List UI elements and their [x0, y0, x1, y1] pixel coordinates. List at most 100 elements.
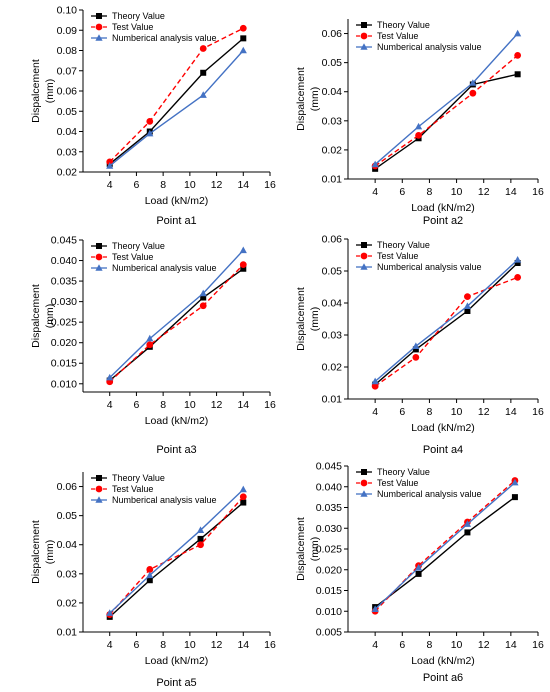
- data-point-test: [239, 261, 247, 269]
- data-point-test: [239, 24, 247, 32]
- data-point-numerical: [414, 563, 423, 571]
- data-point-numerical: [514, 256, 522, 263]
- y-tick-label: 0.01: [57, 627, 78, 639]
- data-point-test: [514, 274, 522, 281]
- legend-label: Theory Value: [377, 467, 430, 477]
- x-tick-label: 14: [505, 406, 517, 418]
- y-tick-label: 0.035: [51, 276, 77, 288]
- data-point-numerical: [412, 342, 420, 349]
- x-tick-label: 12: [478, 186, 490, 198]
- data-point-numerical: [371, 605, 379, 612]
- data-point-theory: [240, 499, 247, 506]
- x-tick-label: 4: [372, 186, 378, 198]
- data-point-numerical: [371, 160, 379, 168]
- series-line-test: [109, 496, 244, 616]
- series-line-test: [374, 54, 519, 167]
- x-tick-label: 16: [264, 399, 276, 411]
- legend-label: Theory Value: [112, 241, 165, 251]
- x-tick-label: 12: [211, 179, 223, 191]
- data-point-theory: [514, 71, 521, 78]
- x-tick-label: 10: [451, 639, 463, 651]
- x-tick-label: 8: [427, 186, 433, 198]
- legend-marker-test: [360, 479, 368, 487]
- data-point-numerical: [239, 485, 247, 493]
- x-tick-label: 14: [237, 639, 249, 651]
- data-point-test: [199, 302, 207, 310]
- legend-marker-test: [360, 252, 368, 260]
- chart-caption: Point a4: [423, 444, 463, 456]
- y-axis-title: Dispalcement (mm): [30, 284, 56, 348]
- y-tick-label: 0.010: [316, 606, 342, 618]
- series-line-theory: [374, 262, 519, 386]
- y-tick-label: 0.06: [322, 234, 343, 246]
- legend-label: Theory Value: [377, 240, 430, 250]
- y-tick-label: 0.020: [51, 337, 77, 349]
- data-point-numerical: [414, 122, 423, 130]
- chart-panel-4: 4 6 8 10 12 14 16 0.01 0.02 0.03 0.04 0.05 0.06 Load …: [295, 234, 544, 457]
- y-axis-title-line: Dispalcement: [30, 59, 42, 123]
- y-tick-label: 0.030: [316, 523, 342, 535]
- chart-caption: Point a3: [156, 444, 196, 456]
- data-point-numerical: [511, 478, 519, 486]
- x-axis-title: Load (kN/m2): [145, 195, 209, 207]
- series-line-test: [109, 27, 244, 163]
- y-tick-label: 0.07: [57, 65, 78, 77]
- x-tick-label: 14: [505, 639, 517, 651]
- y-tick-label: 0.01: [322, 174, 343, 186]
- legend-label: Theory Value: [112, 473, 165, 483]
- legend-marker-theory: [361, 242, 367, 248]
- chart-caption: Point a2: [423, 215, 463, 227]
- x-tick-label: 4: [107, 639, 113, 651]
- y-tick-label: 0.06: [322, 28, 343, 40]
- series-line-theory: [109, 502, 244, 618]
- y-tick-label: 0.035: [316, 502, 342, 514]
- data-point-test: [239, 493, 247, 501]
- data-point-test: [415, 131, 422, 139]
- x-tick-label: 16: [264, 179, 276, 191]
- x-tick-label: 12: [211, 639, 223, 651]
- x-tick-label: 6: [134, 179, 140, 191]
- data-point-numerical: [106, 373, 114, 381]
- y-tick-label: 0.045: [51, 235, 77, 247]
- data-point-numerical: [239, 46, 247, 54]
- x-tick-label: 14: [237, 399, 249, 411]
- y-tick-label: 0.03: [322, 115, 343, 127]
- legend-marker-numerical: [95, 496, 103, 503]
- series-line-test: [374, 276, 518, 387]
- x-tick-label: 12: [211, 399, 223, 411]
- x-axis-title: Load (kN/m2): [145, 415, 209, 427]
- x-tick-label: 6: [399, 406, 405, 418]
- data-point-numerical: [463, 302, 472, 309]
- chart-caption: Point a5: [156, 677, 196, 689]
- data-point-numerical: [146, 571, 154, 579]
- legend-label: Theory Value: [377, 20, 430, 30]
- data-point-theory: [464, 529, 471, 536]
- chart-panel-6: 4 6 8 10 12 14 16 0.005 0.010 0.015 0.020 0.025 0.03…: [295, 461, 544, 685]
- legend-label: Theory Value: [112, 11, 165, 21]
- y-tick-label: 0.005: [316, 627, 342, 639]
- data-point-numerical: [469, 79, 477, 86]
- y-axis-title: Dispalcement (mm): [295, 517, 321, 581]
- series-line-numerical: [109, 50, 244, 167]
- x-tick-label: 10: [451, 186, 463, 198]
- x-tick-label: 8: [160, 179, 166, 191]
- data-point-test: [106, 158, 114, 166]
- y-axis-title-line: (mm): [44, 79, 56, 104]
- y-tick-label: 0.01: [322, 394, 343, 406]
- chart-caption: Point a6: [423, 672, 463, 684]
- data-point-theory: [464, 308, 471, 314]
- y-tick-label: 0.025: [51, 317, 77, 329]
- legend-label: Numberical analysis value: [112, 495, 217, 505]
- y-tick-label: 0.05: [57, 106, 78, 118]
- chart-panel-2: 4 6 8 10 12 14 16 0.01 0.02 0.03 0.04 0.05 0.06 Load …: [295, 19, 544, 227]
- x-tick-label: 10: [184, 399, 196, 411]
- y-axis-title-line: (mm): [309, 537, 321, 562]
- series-line-numerical: [374, 33, 519, 165]
- y-tick-label: 0.05: [322, 57, 343, 69]
- y-tick-label: 0.040: [316, 481, 342, 493]
- x-tick-label: 16: [264, 639, 276, 651]
- x-tick-label: 10: [184, 639, 196, 651]
- series-line-numerical: [374, 259, 519, 382]
- legend-label: Test Value: [112, 252, 153, 262]
- legend-label: Test Value: [112, 484, 153, 494]
